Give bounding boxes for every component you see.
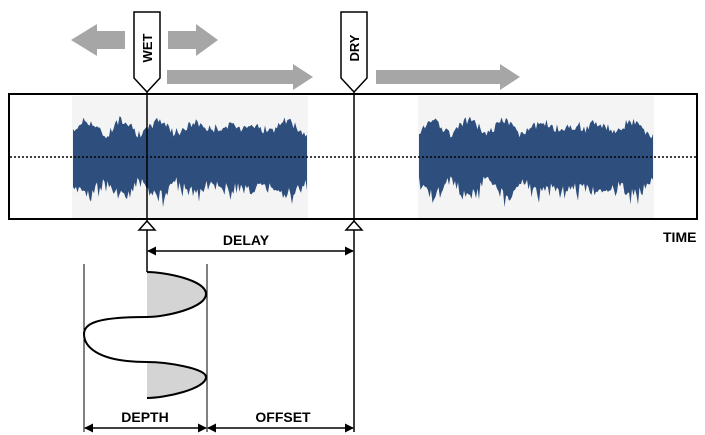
wet-progress-arrow-icon — [167, 64, 313, 90]
track-frame — [8, 93, 698, 220]
offset-label: OFFSET — [255, 409, 311, 425]
time-label: TIME — [663, 229, 696, 245]
wet-tag-shape — [133, 11, 161, 94]
dry-tag-shape — [340, 11, 368, 94]
delay-dimension: DELAY — [147, 232, 354, 256]
depth-dimension: DEPTH — [84, 409, 207, 433]
waveform-clip-1 — [73, 116, 307, 208]
waveform-track — [8, 93, 698, 220]
offset-dimension: OFFSET — [207, 409, 354, 433]
dry-tag-label: DRY — [347, 34, 362, 61]
wet-marker-triangle-icon — [137, 219, 157, 231]
left-arrow-icon — [71, 24, 125, 56]
right-arrow-icon — [168, 24, 218, 56]
waveform-clip-2 — [419, 116, 653, 208]
delay-label: DELAY — [223, 232, 270, 248]
lfo-fill-upper — [147, 272, 206, 317]
lfo-fill-lower — [147, 362, 206, 398]
direction-arrows — [71, 24, 520, 90]
wet-tag-label: WET — [140, 34, 155, 63]
dry-marker-triangle-icon — [344, 219, 364, 231]
wet-playhead: WET — [133, 11, 161, 272]
dry-playhead: DRY — [340, 11, 368, 432]
lfo-modulation — [82, 264, 208, 432]
dry-progress-arrow-icon — [376, 64, 520, 90]
depth-label: DEPTH — [121, 409, 168, 425]
